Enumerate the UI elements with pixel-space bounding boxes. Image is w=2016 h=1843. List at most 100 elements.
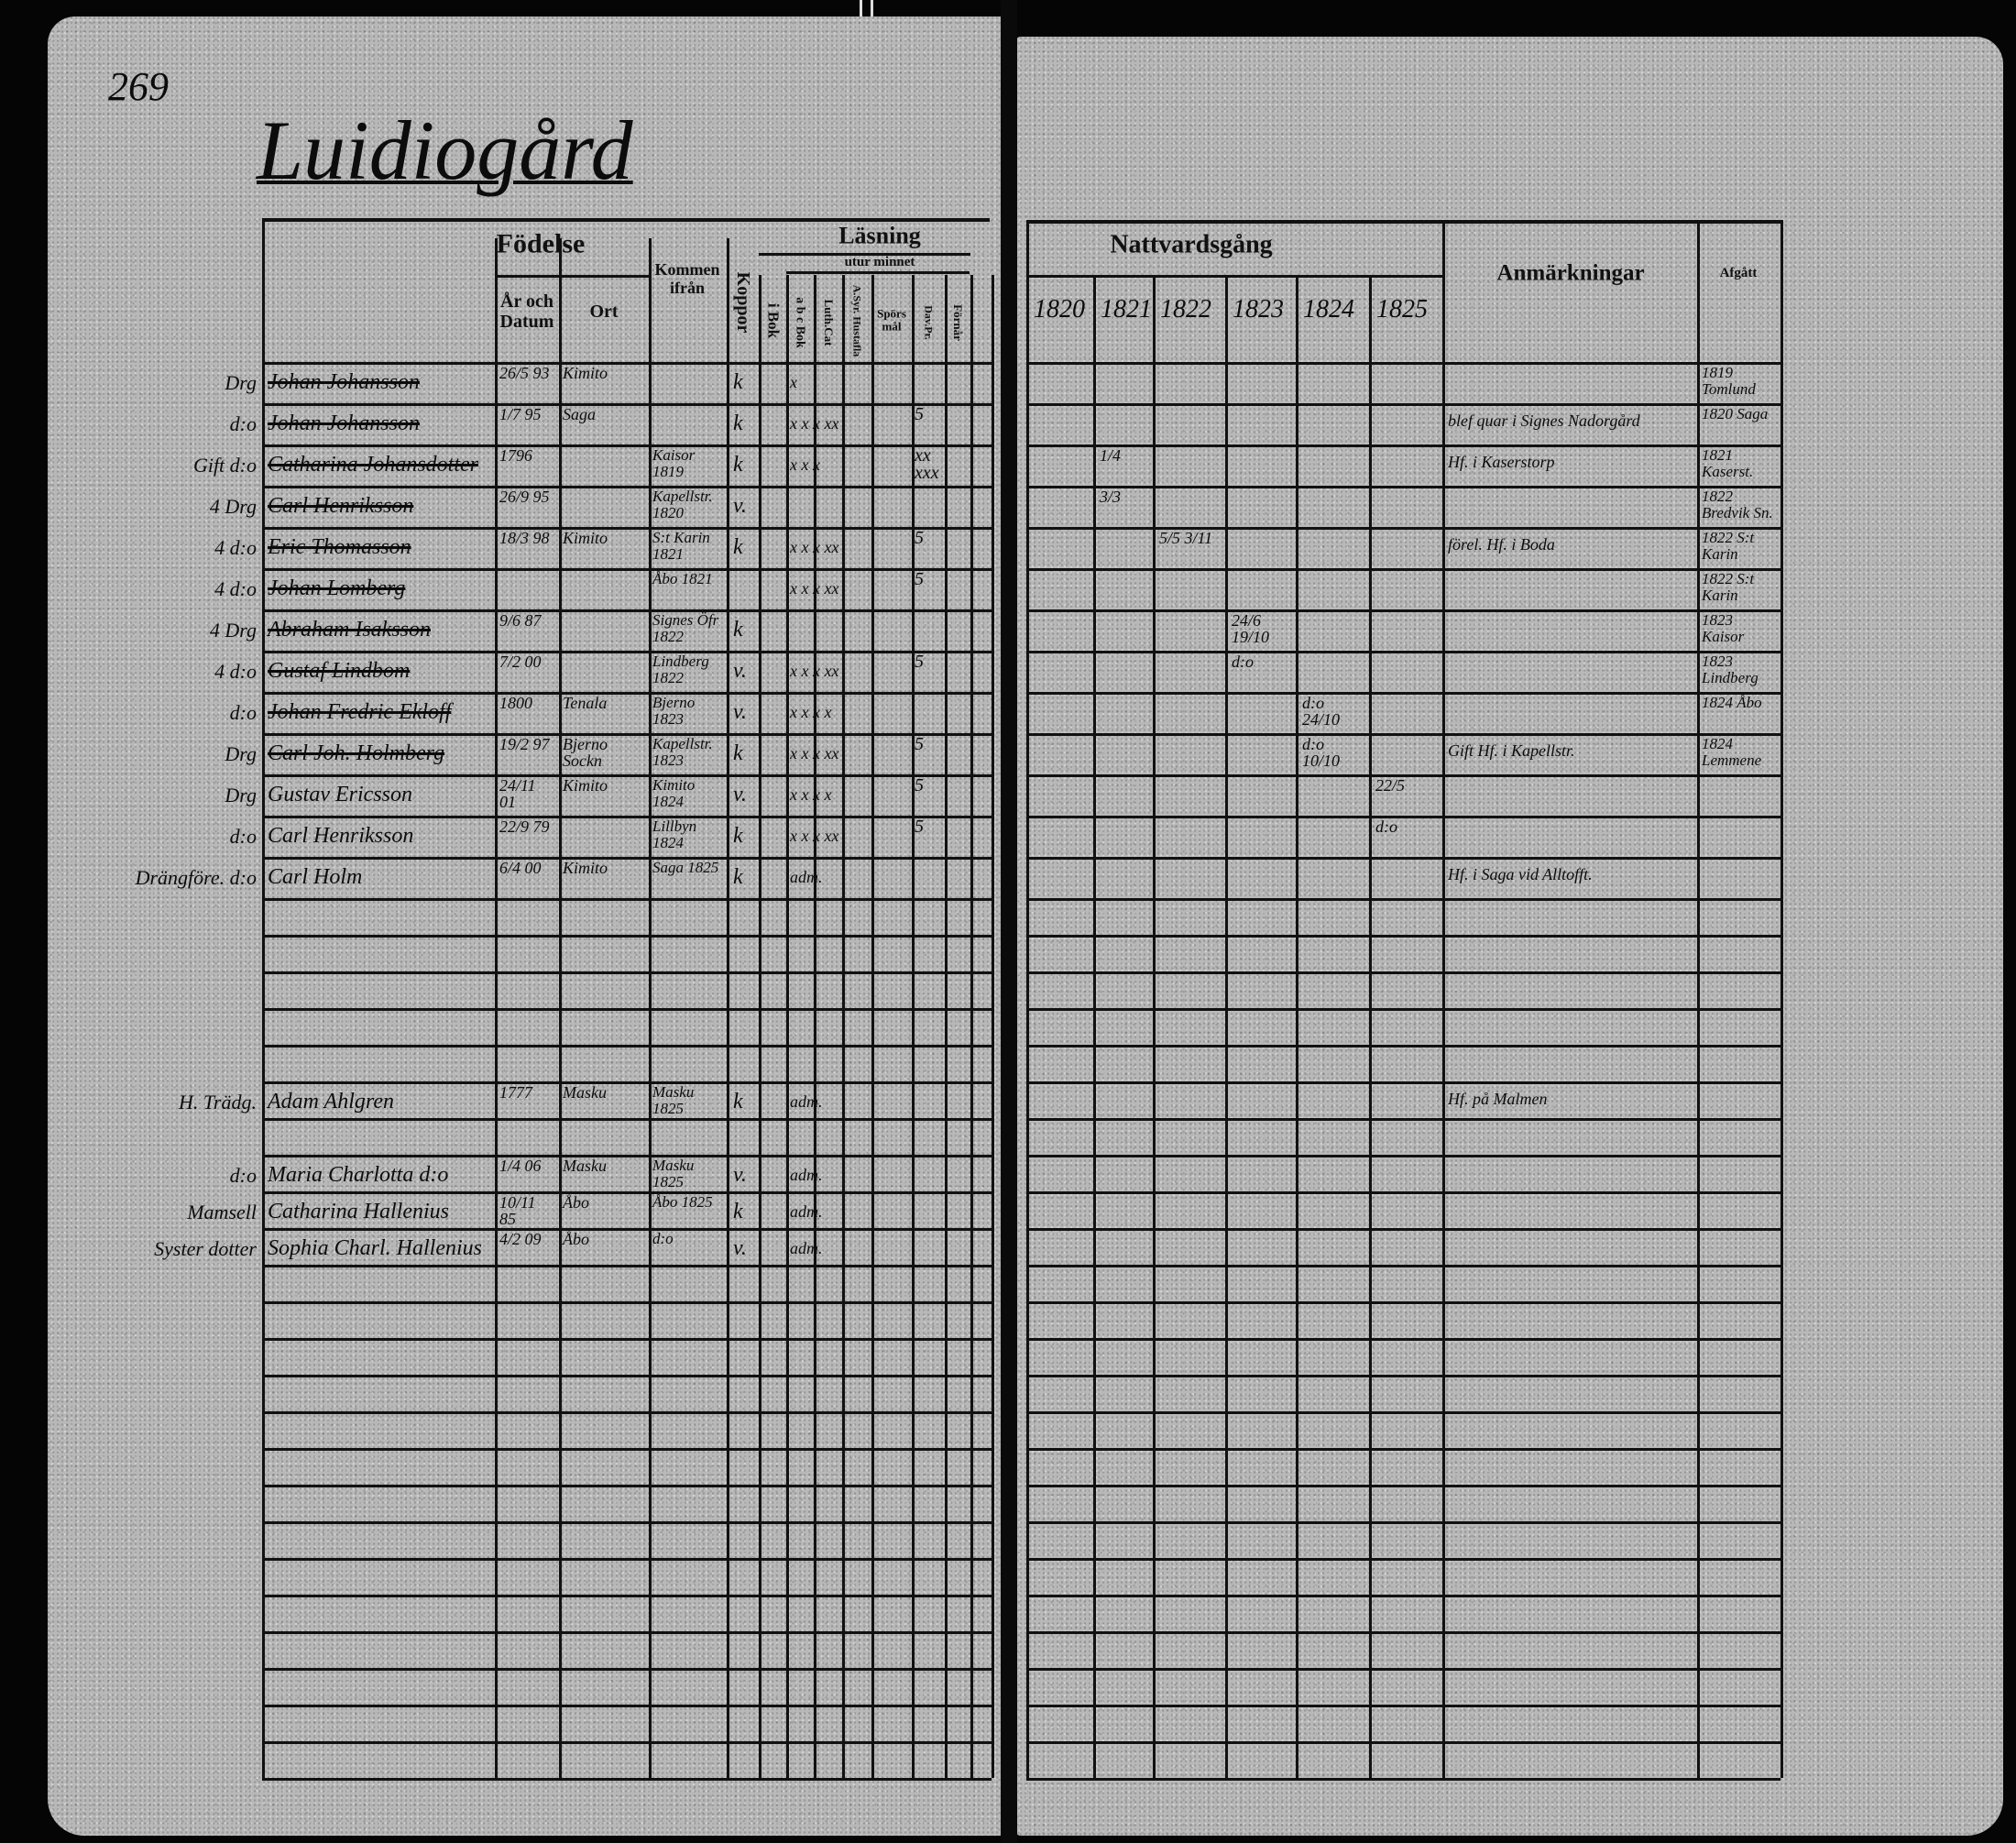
birth-date: 9/6 87 [499, 611, 542, 630]
row-rule [1026, 1778, 1780, 1781]
header-reading: Läsning [838, 222, 921, 249]
row-rule [1026, 1155, 1780, 1157]
birth-date: 26/5 93 [499, 364, 550, 382]
person-name: Abraham Isaksson [268, 618, 431, 642]
reading-marks: x x x x [790, 785, 832, 804]
person-name: Gustav Ericsson [268, 783, 412, 806]
column-rule [1093, 275, 1096, 1778]
subheader-rule [759, 253, 970, 256]
came-from: Kapellstr. 1820 [652, 488, 713, 521]
column-rule [871, 275, 874, 1778]
remark: förel. Hf. i Boda [1448, 535, 1555, 554]
header-came-from: Kommen ifrån [654, 260, 720, 297]
row-rule [262, 1778, 992, 1781]
person-name: Johan Johansson [268, 411, 420, 435]
row-rule [1026, 1191, 1780, 1194]
came-from: Lillbyn 1824 [652, 817, 697, 851]
smallpox-status: k [733, 865, 743, 889]
row-rule [262, 733, 992, 736]
header-a-syr: A.Syr. Hustafla [850, 284, 864, 357]
reading-marks: x x x [790, 455, 820, 474]
communion-date-1825: 22/5 [1375, 776, 1406, 795]
departed-entry: 1823 Kaisor [1702, 611, 1745, 645]
header-remarks: Anmärkningar [1496, 260, 1645, 286]
remark: blef quar i Signes Nadorgård [1448, 411, 1640, 430]
header-by-heart: utur minnet [844, 254, 915, 269]
row-rule [1026, 1448, 1780, 1451]
smallpox-status: k [733, 370, 743, 394]
row-rule [1026, 1228, 1780, 1231]
row-rule [1026, 1118, 1780, 1121]
subheader-rule [1026, 275, 1442, 278]
row-rule [1026, 971, 1780, 974]
row-rule [262, 1411, 992, 1414]
row-rule [262, 1375, 992, 1377]
came-from: Åbo 1825 [652, 1193, 713, 1211]
row-rule [1026, 1045, 1780, 1048]
smallpox-status: k [733, 741, 743, 765]
margin-note: Drängföre. d:o [135, 866, 257, 889]
margin-note: d:o [229, 701, 257, 724]
communion-date-1824: d:o 10/10 [1302, 735, 1341, 770]
margin-note: d:o [229, 412, 257, 435]
person-name: Johan Johansson [268, 370, 420, 394]
reading-marks: x x x xx [790, 538, 839, 556]
came-from: Lindberg 1822 [652, 653, 709, 686]
row-rule [262, 1008, 992, 1011]
reading-marks: x x x xx [790, 662, 839, 680]
departed-entry: 1819 Tomlund [1702, 364, 1756, 398]
smallpox-status: v. [733, 494, 747, 518]
row-rule [1026, 1301, 1780, 1304]
questions-score: 5 [915, 528, 924, 548]
reading-marks: x [790, 373, 797, 391]
margin-note: 4 d:o [214, 577, 257, 600]
birth-date: 26/9 95 [499, 488, 550, 506]
person-name: Carl Henriksson [268, 824, 414, 848]
birth-date: 7/2 00 [499, 653, 542, 671]
communion-date-1823: d:o [1232, 653, 1254, 671]
column-rule [842, 275, 845, 1778]
came-from: Kapellstr. 1823 [652, 735, 713, 769]
person-name: Johan Lomberg [268, 576, 406, 600]
margin-note: Gift d:o [192, 454, 257, 477]
reading-marks: adm. [790, 868, 823, 886]
row-rule [1026, 486, 1780, 488]
row-rule [262, 1595, 992, 1597]
row-rule [1026, 1521, 1780, 1524]
row-rule [1026, 527, 1780, 530]
row-rule [262, 568, 992, 571]
row-rule [1026, 774, 1780, 777]
column-rule [1225, 275, 1228, 1778]
birth-date: 22/9 79 [499, 817, 550, 836]
row-rule [262, 971, 992, 974]
farm-title: Luidiogård [257, 104, 633, 197]
page-number: 269 [108, 64, 169, 109]
row-rule [262, 362, 992, 365]
column-rule [1153, 275, 1156, 1778]
column-rule [1369, 275, 1372, 1778]
margin-note: d:o [229, 825, 257, 848]
header-year-1822: 1822 [1160, 295, 1211, 324]
column-rule [992, 275, 994, 1778]
row-rule [262, 527, 992, 530]
birth-date: 10/11 85 [499, 1193, 536, 1228]
row-rule [262, 1191, 992, 1194]
birth-place: Saga [563, 405, 596, 423]
row-rule [1026, 1485, 1780, 1487]
header-abc-book: a b c Bok [793, 297, 807, 348]
row-rule [262, 403, 992, 406]
birth-place: Åbo [563, 1193, 589, 1212]
reading-marks: adm. [790, 1166, 823, 1184]
column-rule [814, 275, 816, 1778]
came-from: Åbo 1821 [652, 570, 713, 587]
questions-score: 5 [915, 817, 924, 837]
header-year-1825: 1825 [1376, 295, 1428, 324]
row-rule [1026, 1375, 1780, 1377]
header-year-date: År och Datum [499, 291, 554, 332]
person-name: Maria Charlotta d:o [268, 1163, 449, 1187]
questions-score: 5 [915, 775, 924, 795]
birth-place: Tenala [563, 694, 608, 712]
came-from: Saga 1825 [652, 859, 719, 876]
row-rule [262, 816, 992, 818]
row-rule [262, 935, 992, 938]
